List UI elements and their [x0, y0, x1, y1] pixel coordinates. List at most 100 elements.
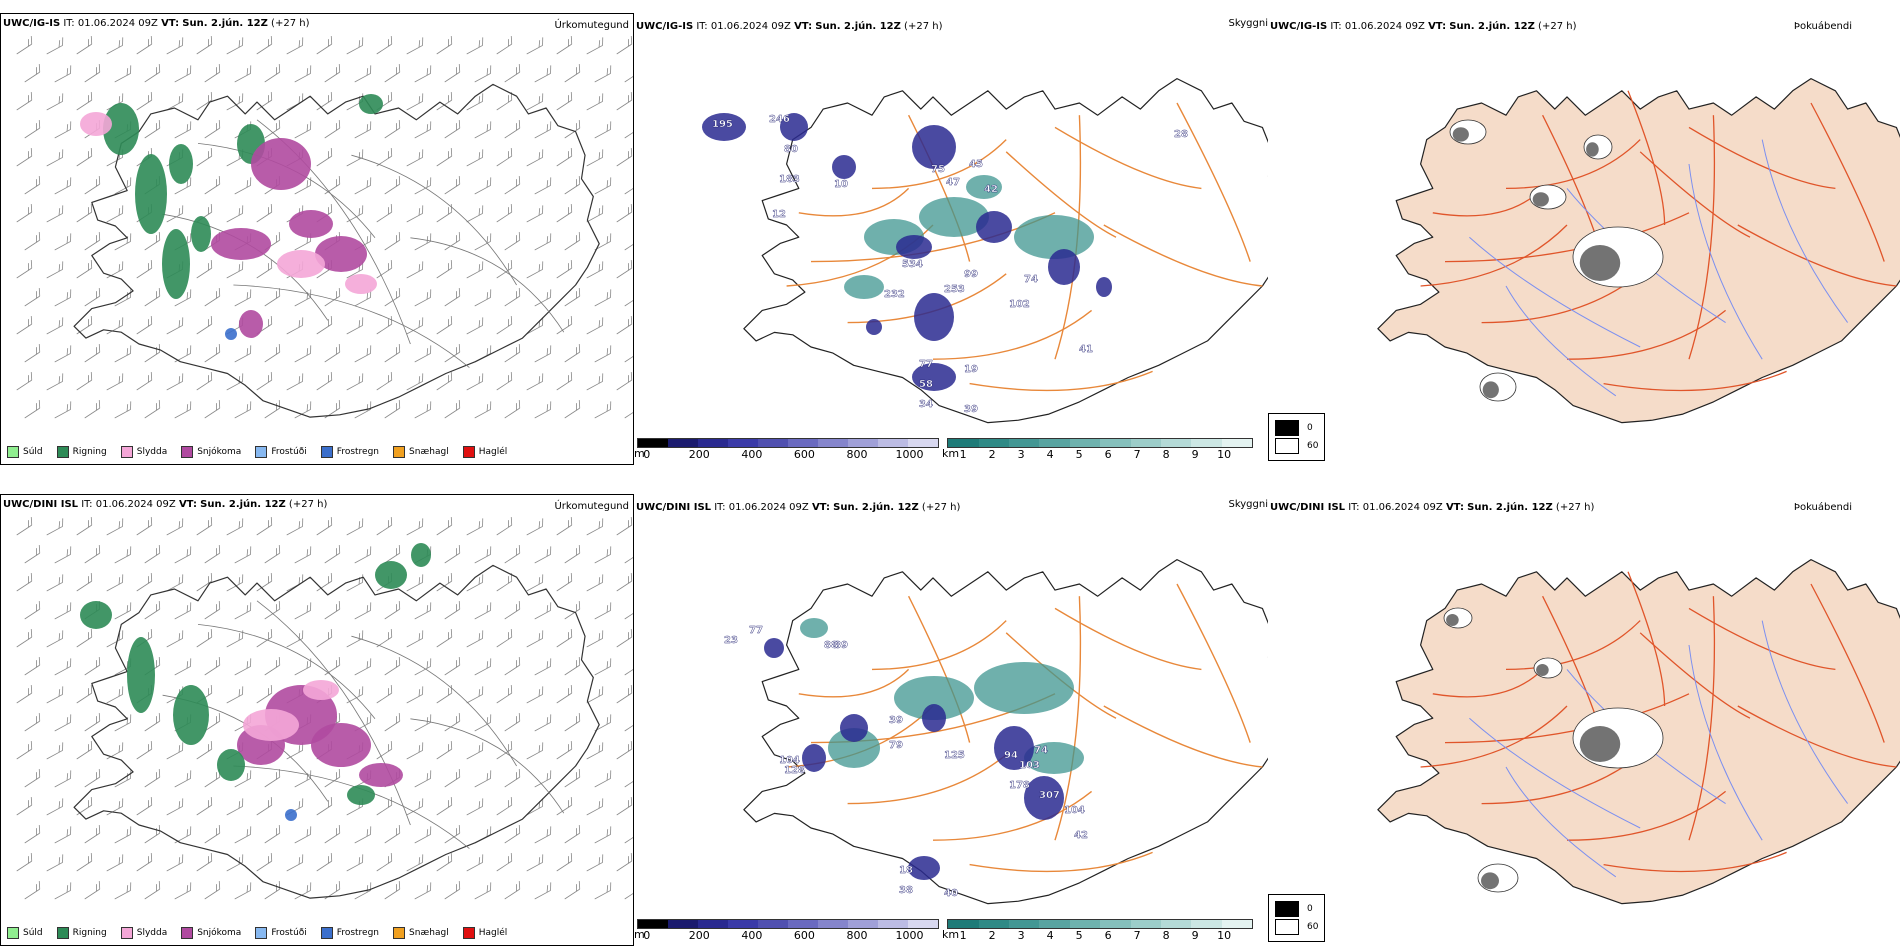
panel-header: UWC/IG-IS IT: 01.06.2024 09Z VT: Sun. 2.… [636, 21, 942, 32]
panel-title: Þokuábendi [1793, 502, 1852, 513]
legend-label: Slydda [136, 928, 168, 938]
it-label: IT: [714, 502, 726, 513]
cloud-base-label: 12 [772, 209, 786, 220]
colorbar-tick: 10 [1217, 448, 1232, 461]
colorbar-cell [667, 920, 698, 928]
lead-time: (+27 h) [921, 502, 961, 513]
colorbar-tick: 0 [643, 448, 651, 461]
cloud-base-label: 41 [1079, 344, 1093, 355]
fog-panel-top: UWC/IG-IS IT: 01.06.2024 09Z VT: Sun. 2.… [1268, 13, 1900, 465]
colorbar-cell [907, 439, 938, 447]
iceland-precip-map [16, 36, 633, 419]
iceland-fog-map [1377, 559, 1900, 905]
colorbar-cell [1008, 439, 1040, 447]
cloud-base-label: 28 [1174, 129, 1188, 140]
legend-item: Slydda [120, 446, 167, 458]
visibility-colorbar: km 1 2 3 4 5 6 7 8 9 10 [942, 919, 1254, 943]
colorbar-cell [757, 439, 788, 447]
cloud-base-label: 42 [984, 184, 998, 195]
colorbar-cell [877, 920, 908, 928]
legend-item: Slydda [120, 927, 168, 939]
legend-item: Haglél [462, 927, 507, 939]
vt-label: VT: [1428, 21, 1447, 32]
it-value: 01.06.2024 09Z [95, 499, 176, 510]
colorbar-tick: 6 [1104, 929, 1112, 942]
vt-label: VT: [1445, 502, 1464, 513]
colorbar-tick: 600 [793, 448, 815, 461]
colorbar-tick: 800 [846, 929, 868, 942]
lead-time: (+27 h) [904, 21, 943, 32]
cloudbase-ticks: 0 200 400 600 800 1000 [643, 929, 939, 943]
panel-header: UWC/DINI ISL IT: 01.06.2024 09Z VT: Sun.… [1270, 502, 1594, 513]
colorbar-cell [727, 439, 758, 447]
cloud-base-label: 103 [1019, 760, 1040, 771]
colorbar-tick: 8 [1162, 448, 1170, 461]
cloud-base-label: 39 [889, 715, 903, 726]
cloud-base-label: 99 [964, 269, 978, 280]
fog-legend-value: 60 [1307, 922, 1319, 932]
vt-value: Sun. 2.jún. 12Z [815, 21, 901, 32]
vt-value: Sun. 2.jún. 12Z [1467, 502, 1553, 513]
panel-header: UWC/IG-IS IT: 01.06.2024 09Z VT: Sun. 2.… [1270, 21, 1576, 32]
it-label: IT: [63, 18, 75, 29]
cloud-base-label: 79 [889, 740, 903, 751]
colorbar-cell [1221, 920, 1253, 928]
cloud-base-label: 80 [784, 144, 798, 155]
lead-time: (+27 h) [1555, 502, 1595, 513]
cloud-base-label: 77 [749, 625, 763, 636]
colorbar-tick: 2 [988, 448, 996, 461]
cloud-base-label: 307 [1039, 790, 1060, 801]
it-label: IT: [696, 21, 708, 32]
legend-item: Snjókoma [181, 927, 241, 939]
legend-item: Súld [7, 927, 43, 939]
fog-legend-swatch [1275, 919, 1299, 935]
legend-swatch [320, 446, 333, 458]
cloudbase-cells [636, 438, 939, 448]
legend-label: Snæhagl [409, 928, 449, 938]
cloud-base-label: 74 [1024, 274, 1038, 285]
cloudbase-unit: m [634, 928, 645, 941]
cloud-panel-top: UWC/IG-IS IT: 01.06.2024 09Z VT: Sun. 2.… [634, 13, 1268, 465]
cloud-base-label: 45 [969, 159, 983, 170]
cloud-base-label: 102 [1009, 299, 1030, 310]
cloud-base-label: 23 [724, 635, 738, 646]
cloud-base-label: 58 [919, 379, 933, 390]
visibility-colorbar: km 1 2 3 4 5 6 7 8 9 10 [942, 438, 1254, 462]
colorbar-cell [637, 920, 668, 928]
visibility-ticks: 1 2 3 4 5 6 7 8 9 10 [960, 929, 1253, 943]
panel-title: Skyggni [1228, 499, 1268, 510]
colorbar-cell [1191, 439, 1222, 447]
colorbar-cell [727, 920, 758, 928]
colorbar-cell [757, 920, 788, 928]
legend-item: Haglél [462, 446, 507, 458]
model-name: UWC/DINI ISL [636, 502, 712, 513]
cloud-base-label: 104 [1064, 805, 1085, 816]
legend-label: Súld [23, 447, 43, 457]
vt-value: Sun. 2.jún. 12Z [833, 502, 919, 513]
colorbar-tick: 10 [1217, 929, 1232, 942]
fog-legend-row: 60 [1275, 438, 1318, 454]
model-name: UWC/IG-IS [1270, 21, 1328, 32]
colorbar-tick: 200 [688, 929, 710, 942]
legend-label: Snjókoma [197, 928, 242, 938]
legend-label: Rigning [72, 447, 107, 457]
cloud-base-label: 18 [899, 865, 913, 876]
legend-swatch [120, 927, 133, 939]
legend-item: Rigning [56, 927, 107, 939]
cloud-base-label: 38 [899, 885, 913, 896]
vt-value: Sun. 2.jún. 12Z [1449, 21, 1535, 32]
model-name: UWC/IG-IS [636, 21, 694, 32]
cloudbase-colorbar: m 0 200 400 600 800 1000 [634, 919, 939, 943]
precip-legend: Súld Rigning Slydda Snjókoma Frostúði Frostre… [7, 927, 507, 939]
iceland-fog-map [1377, 78, 1900, 424]
cloudbase-cells [636, 919, 939, 929]
cloud-base-label: 195 [712, 119, 733, 130]
legend-swatch [120, 446, 133, 458]
cloud-base-label: 178 [1009, 780, 1030, 791]
legend-item: Frostregn [320, 446, 379, 458]
vt-value: Sun. 2.jún. 12Z [182, 18, 268, 29]
cloud-base-label: 232 [884, 289, 905, 300]
colorbar-cell [697, 439, 728, 447]
fog-legend-value: 0 [1307, 904, 1313, 914]
